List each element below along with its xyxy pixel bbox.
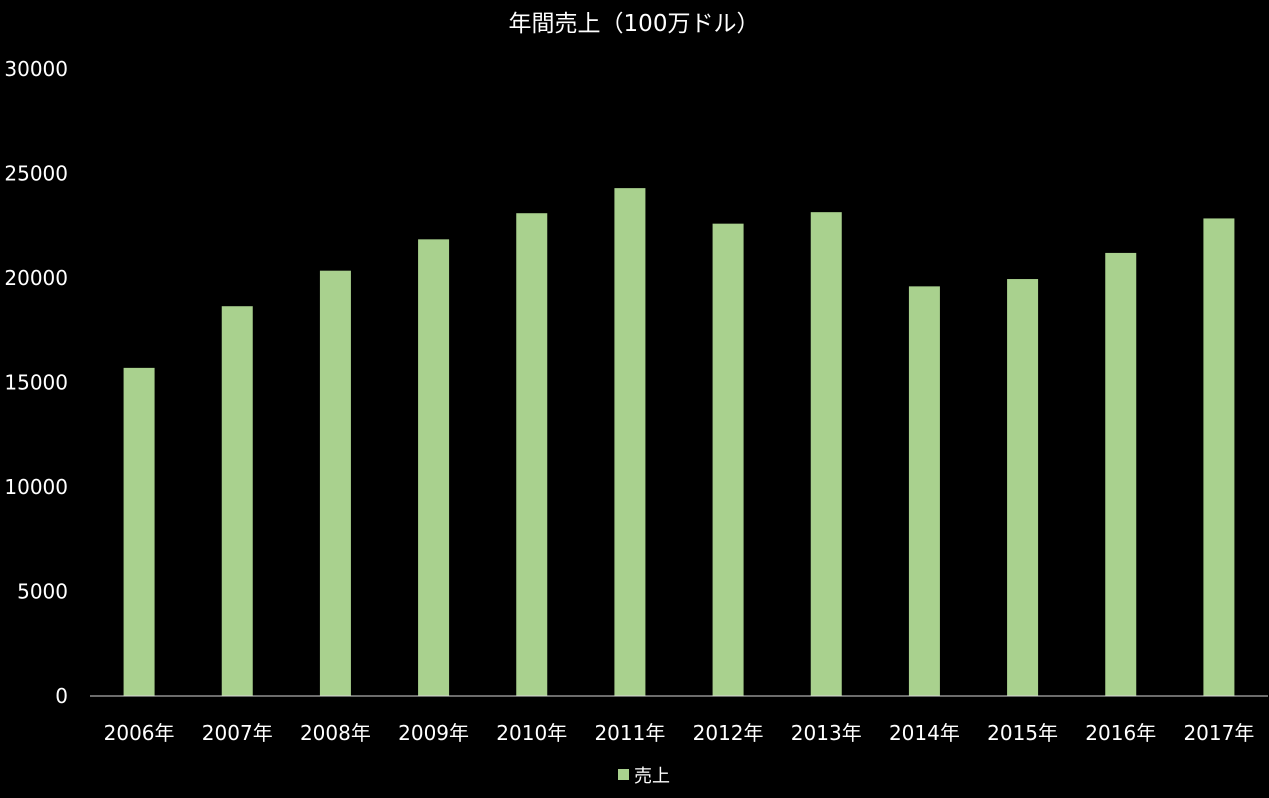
legend-swatch — [618, 769, 629, 780]
x-tick-label: 2015年 — [987, 721, 1058, 745]
x-tick-label: 2008年 — [300, 721, 371, 745]
legend: 売上 — [618, 766, 670, 787]
y-tick-label: 25000 — [4, 162, 68, 186]
bars-group — [123, 188, 1235, 697]
bar — [908, 286, 940, 696]
bar — [123, 367, 155, 696]
x-tick-label: 2016年 — [1085, 721, 1156, 745]
x-tick-label: 2006年 — [104, 721, 175, 745]
legend-label: 売上 — [634, 766, 670, 787]
x-tick-label: 2013年 — [791, 721, 862, 745]
bar — [1007, 279, 1039, 696]
y-tick-label: 20000 — [4, 266, 68, 290]
y-tick-label: 10000 — [4, 475, 68, 499]
bar — [810, 212, 842, 697]
bar — [1105, 252, 1137, 697]
chart-title: 年間売上（100万ドル） — [509, 11, 760, 37]
x-axis: 2006年 2007年 2008年 2009年 2010年 2011年 2012年 2013年… — [104, 721, 1255, 745]
x-tick-label: 2012年 — [693, 721, 764, 745]
y-tick-label: 0 — [55, 684, 68, 708]
bar — [418, 239, 450, 696]
bar — [221, 306, 253, 696]
x-tick-label: 2014年 — [889, 721, 960, 745]
bar — [614, 188, 646, 696]
y-tick-label: 30000 — [4, 57, 68, 81]
bar — [319, 270, 351, 696]
bar — [712, 223, 744, 696]
x-tick-label: 2017年 — [1183, 721, 1254, 745]
y-tick-label: 15000 — [4, 371, 68, 395]
y-tick-label: 5000 — [17, 580, 68, 604]
x-tick-label: 2007年 — [202, 721, 273, 745]
bar — [516, 213, 548, 696]
x-tick-label: 2011年 — [594, 721, 665, 745]
x-tick-label: 2010年 — [496, 721, 567, 745]
bar — [1203, 218, 1235, 696]
y-axis: 0 5000 10000 15000 20000 25000 30000 — [4, 57, 68, 708]
x-tick-label: 2009年 — [398, 721, 469, 745]
